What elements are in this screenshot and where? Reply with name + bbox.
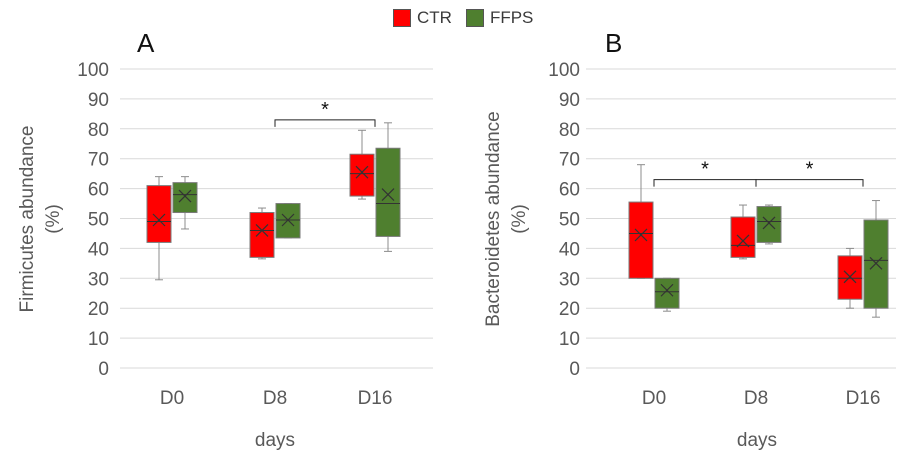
chart-a-ytick-label: 0 — [98, 359, 109, 380]
chart-a-ytick-label: 70 — [88, 150, 109, 171]
legend-swatch-ffps — [465, 9, 484, 27]
panel-b-letter: B — [605, 28, 623, 58]
chart-b-ffps-d16-mean-stroke-2 — [869, 256, 883, 270]
chart-a-ytick-label: 10 — [88, 329, 109, 350]
chart-a-ffps-d16-mean-stroke-2 — [381, 188, 395, 202]
chart-a-significance-label: * — [321, 99, 329, 121]
chart-b-ylabel-line2: (%) — [509, 204, 530, 234]
chart-b-significance-bracket — [755, 179, 864, 187]
chart-b-significance-label: * — [806, 159, 814, 181]
legend-swatch-ctr — [393, 9, 411, 27]
chart-b-ytick-label: 50 — [559, 210, 580, 231]
legend-item-ctr: CTR — [393, 8, 452, 28]
chart-a-significance-bracket — [274, 119, 376, 127]
chart-a-ctr-d0-box — [146, 185, 172, 243]
chart-b-ytick-label: 70 — [559, 150, 580, 171]
chart-a-ytick-label: 40 — [88, 239, 109, 260]
chart-b-ffps-d0-box — [654, 277, 680, 309]
chart-a-ylabel-line1: Firmicutes abundance — [17, 126, 38, 313]
chart-b-xtick-label: D16 — [846, 388, 881, 409]
chart-a-ytick-label: 50 — [88, 210, 109, 231]
chart-b-ctr-d0-box — [628, 201, 654, 279]
chart-a-ctr-d16-box — [349, 153, 375, 197]
chart-b-ytick-label: 60 — [559, 180, 580, 201]
chart-b-xlabel: days — [737, 430, 777, 451]
chart-a-ctr-d0-mean-stroke-2 — [152, 213, 166, 227]
chart-b-significance-label: * — [701, 159, 709, 181]
panel-a-letter: A — [137, 28, 155, 58]
legend-item-ffps: FFPS — [465, 8, 534, 28]
chart-a-ctr-d16-mean-marker — [355, 165, 369, 179]
chart-b-ffps-d16-mean-marker — [869, 256, 883, 270]
chart-b-ctr-d8-mean-marker — [736, 234, 750, 248]
chart-a-ctr-d8-mean-stroke-2 — [255, 224, 269, 237]
chart-b-ylabel-line1: Bacteroidetes abundance — [483, 111, 504, 327]
chart-a-ylabel-line2: (%) — [43, 204, 64, 234]
chart-a-ytick-label: 60 — [88, 180, 109, 201]
chart-b-ffps-d8-mean-marker — [762, 216, 776, 230]
chart-b-ctr-d8-box — [730, 216, 756, 258]
chart-a-ytick-label: 90 — [88, 90, 109, 111]
chart-b-ytick-label: 90 — [559, 90, 580, 111]
chart-a-ctr-d8-mean-marker — [255, 224, 269, 237]
chart-b-xtick-label: D8 — [744, 388, 768, 409]
legend-label-ctr: CTR — [417, 8, 452, 27]
chart-a-ytick-label: 30 — [88, 269, 109, 290]
chart-a-ytick-label: 100 — [77, 60, 109, 81]
chart-a-xlabel: days — [255, 430, 295, 451]
chart-b-ffps-d0-mean-marker — [660, 283, 674, 297]
chart-a-ffps-d0-mean-stroke-2 — [178, 189, 192, 203]
chart-a: 0 10 20 30 40 50 60 70 80 90 100 Firmicutes abundan… — [17, 60, 433, 451]
chart-b-significance-bracket — [653, 179, 757, 187]
chart-a-ffps-d16-mean-marker — [381, 188, 395, 202]
chart-a-ffps-d8-box — [275, 203, 301, 239]
chart-a-ylabel: Firmicutes abundance (%) — [17, 126, 64, 313]
chart-a-ffps-d8-mean-stroke-2 — [281, 213, 295, 227]
chart-b: 0 10 20 30 40 50 60 70 80 90 100 Bacteroidetes abun… — [483, 60, 896, 451]
chart-b-ffps-d8-box — [756, 206, 782, 243]
chart-b-ytick-label: 40 — [559, 239, 580, 260]
chart-a-xtick-label: D8 — [263, 388, 287, 409]
chart-a-ctr-d16-mean-stroke-2 — [355, 165, 369, 179]
chart-b-ctr-d16-mean-stroke-2 — [843, 270, 857, 284]
chart-b-xtick-label: D0 — [642, 388, 666, 409]
chart-a-ctr-d8-box — [249, 212, 275, 258]
chart-b-ffps-d0-mean-stroke-2 — [660, 283, 674, 297]
chart-b-ctr-d0-mean-stroke-2 — [634, 228, 648, 242]
legend-label-ffps: FFPS — [489, 8, 534, 27]
chart-b-ytick-label: 10 — [559, 329, 580, 350]
chart-a-xtick-label: D0 — [160, 388, 184, 409]
chart-b-ytick-label: 20 — [559, 299, 580, 320]
chart-b-ytick-label: 100 — [548, 60, 580, 81]
chart-b-ytick-label: 0 — [569, 359, 580, 380]
chart-a-ffps-d0-box — [172, 182, 198, 214]
chart-a-xtick-label: D16 — [358, 388, 393, 409]
chart-a-ytick-label: 20 — [88, 299, 109, 320]
chart-b-ytick-label: 80 — [559, 120, 580, 141]
chart-b-ytick-label: 30 — [559, 269, 580, 290]
chart-b-ctr-d0-mean-marker — [634, 228, 648, 242]
chart-a-ctr-d0-mean-marker — [152, 213, 166, 227]
chart-b-ffps-d8-mean-stroke-2 — [762, 216, 776, 230]
chart-a-ytick-label: 80 — [88, 120, 109, 141]
chart-b-ctr-d16-mean-marker — [843, 270, 857, 284]
chart-a-ffps-d16-box — [375, 147, 401, 237]
chart-a-ffps-d0-mean-marker — [178, 189, 192, 203]
chart-b-ylabel: Bacteroidetes abundance (%) — [483, 111, 530, 327]
chart-b-ctr-d8-mean-stroke-2 — [736, 234, 750, 248]
legend: CTR FFPS — [393, 8, 547, 28]
chart-a-ffps-d8-mean-marker — [281, 213, 295, 227]
